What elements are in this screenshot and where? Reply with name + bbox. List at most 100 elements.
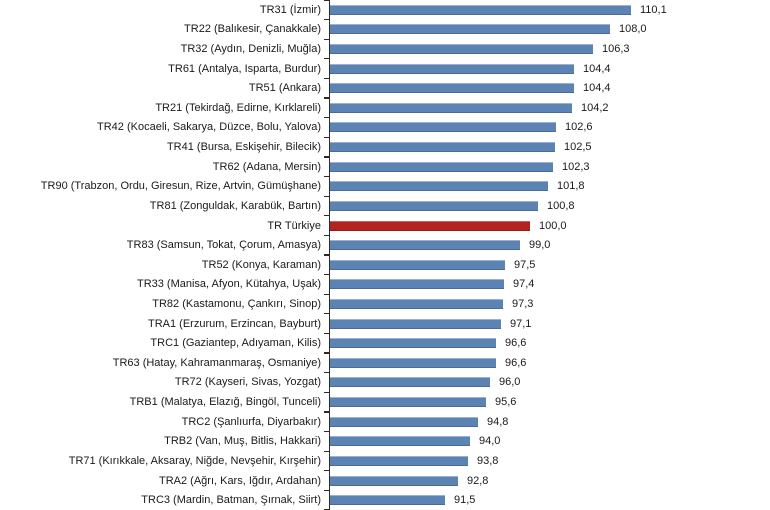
- chart-row: TR81 (Zonguldak, Karabük, Bartın) 100,8: [0, 196, 770, 216]
- chart-row: TR90 (Trabzon, Ordu, Giresun, Rize, Artv…: [0, 177, 770, 197]
- value-label: 92,8: [467, 474, 489, 487]
- chart-row: TR83 (Samsun, Tokat, Çorum, Amasya) 99,0: [0, 235, 770, 255]
- chart-row: TR61 (Antalya, Isparta, Burdur) 104,4: [0, 59, 770, 79]
- axis-tick: [323, 156, 329, 158]
- category-label: TRC1 (Gaziantep, Adıyaman, Kilis): [150, 337, 321, 350]
- category-label: TR42 (Kocaeli, Sakarya, Düzce, Bolu, Yal…: [97, 121, 321, 134]
- value-bar: [330, 102, 572, 113]
- axis-tick: [323, 332, 329, 335]
- category-label: TR81 (Zonguldak, Karabük, Bartın): [149, 199, 321, 212]
- category-label: TR62 (Adana, Mersin): [212, 160, 321, 173]
- chart-row: TR63 (Hatay, Kahramanmaraş, Osmaniye) 96,…: [0, 353, 770, 373]
- category-label: TR21 (Tekirdağ, Edirne, Kırklareli): [155, 101, 321, 114]
- axis-tick: [323, 450, 329, 452]
- value-label: 96,6: [505, 337, 527, 350]
- axis-tick: [323, 0, 329, 1]
- value-bar: [330, 338, 496, 349]
- chart-row: TRC1 (Gaziantep, Adıyaman, Kilis) 96,6: [0, 333, 770, 353]
- value-label: 100,0: [539, 219, 567, 232]
- value-label: 102,6: [565, 121, 593, 134]
- value-bar: [330, 455, 468, 466]
- axis-tick: [323, 274, 329, 276]
- chart-row: TR52 (Konya, Karaman) 97,5: [0, 255, 770, 275]
- value-bar: [330, 318, 501, 329]
- value-label: 97,4: [513, 278, 535, 291]
- chart-row: TR51 (Ankara) 104,4: [0, 78, 770, 98]
- value-bar: [330, 181, 548, 192]
- value-label: 104,4: [583, 62, 611, 75]
- value-bar: [330, 416, 478, 427]
- value-bar: [330, 279, 504, 290]
- value-label: 97,1: [510, 317, 532, 330]
- chart-row: TR22 (Balıkesir, Çanakkale) 108,0: [0, 20, 770, 40]
- category-label: TR51 (Ankara): [248, 82, 321, 95]
- value-label: 101,8: [557, 180, 585, 193]
- category-label: TR82 (Kastamonu, Çankırı, Sinop): [152, 298, 321, 311]
- axis-tick: [323, 97, 329, 99]
- value-label: 96,6: [505, 356, 527, 369]
- value-bar: [330, 259, 505, 270]
- value-bar: [330, 475, 458, 486]
- chart-row: TR32 (Aydın, Denizli, Muğla) 106,3: [0, 39, 770, 59]
- value-bar: [330, 24, 610, 35]
- highlight-bar: [330, 220, 530, 231]
- category-label: TRB2 (Van, Muş, Bitlis, Hakkari): [164, 435, 321, 448]
- value-label: 94,8: [487, 415, 509, 428]
- category-label: TR83 (Samsun, Tokat, Çorum, Amasya): [126, 239, 321, 252]
- value-bar: [330, 357, 496, 368]
- value-label: 99,0: [529, 239, 551, 252]
- value-bar: [330, 397, 486, 408]
- category-label: TRC2 (Şanlıurfa, Diyarbakır): [181, 415, 321, 428]
- category-label: TR22 (Balıkesir, Çanakkale): [184, 23, 321, 36]
- axis-tick: [323, 372, 329, 374]
- axis-tick: [323, 215, 329, 217]
- value-label: 95,6: [495, 396, 517, 409]
- axis-tick: [323, 175, 329, 178]
- value-label: 102,5: [564, 141, 592, 154]
- value-label: 91,5: [454, 494, 476, 507]
- value-bar: [330, 377, 490, 388]
- chart-row: TR82 (Kastamonu, Çankırı, Sinop) 97,3: [0, 294, 770, 314]
- value-bar: [330, 436, 470, 447]
- axis-tick: [323, 411, 329, 413]
- axis-tick: [323, 136, 329, 138]
- chart-row: TRA1 (Erzurum, Erzincan, Bayburt) 97,1: [0, 314, 770, 334]
- value-bar: [330, 4, 631, 15]
- chart-row: TR21 (Tekirdağ, Edirne, Kırklareli) 104,2: [0, 98, 770, 118]
- chart-row: TR31 (İzmir) 110,1: [0, 0, 770, 20]
- axis-tick: [323, 38, 329, 40]
- value-bar: [330, 63, 574, 74]
- value-bar: [330, 299, 503, 310]
- value-label: 110,1: [640, 3, 667, 16]
- value-label: 108,0: [619, 23, 647, 36]
- value-label: 104,4: [583, 82, 611, 95]
- chart-row: TR42 (Kocaeli, Sakarya, Düzce, Bolu, Yal…: [0, 118, 770, 138]
- value-bar: [330, 495, 445, 506]
- value-bar: [330, 200, 538, 211]
- category-label: TR Türkiye: [267, 219, 321, 232]
- chart-row: TRB1 (Malatya, Elazığ, Bingöl, Tunceli) 9…: [0, 392, 770, 412]
- value-bar: [330, 122, 556, 133]
- axis-tick: [323, 391, 329, 393]
- axis-tick: [323, 19, 329, 21]
- axis-tick: [323, 117, 329, 119]
- axis-tick: [323, 293, 329, 295]
- value-bar: [330, 161, 553, 172]
- category-label: TR52 (Konya, Karaman): [201, 258, 321, 271]
- chart-row: TRC3 (Mardin, Batman, Şırnak, Siirt) 91,5: [0, 490, 770, 510]
- axis-tick: [323, 352, 329, 354]
- category-label: TR61 (Antalya, Isparta, Burdur): [168, 62, 321, 75]
- value-label: 97,3: [512, 298, 534, 311]
- axis-tick: [323, 430, 329, 433]
- value-label: 100,8: [547, 199, 575, 212]
- value-label: 94,0: [479, 435, 501, 448]
- value-bar: [330, 44, 593, 55]
- value-bar: [330, 240, 520, 251]
- chart-row: TR Türkiye 100,0: [0, 216, 770, 236]
- category-label: TRB1 (Malatya, Elazığ, Bingöl, Tunceli): [129, 396, 321, 409]
- value-label: 93,8: [477, 454, 499, 467]
- axis-tick: [323, 470, 329, 472]
- chart-row: TR33 (Manisa, Afyon, Kütahya, Uşak) 97,4: [0, 275, 770, 295]
- value-label: 104,2: [581, 101, 609, 114]
